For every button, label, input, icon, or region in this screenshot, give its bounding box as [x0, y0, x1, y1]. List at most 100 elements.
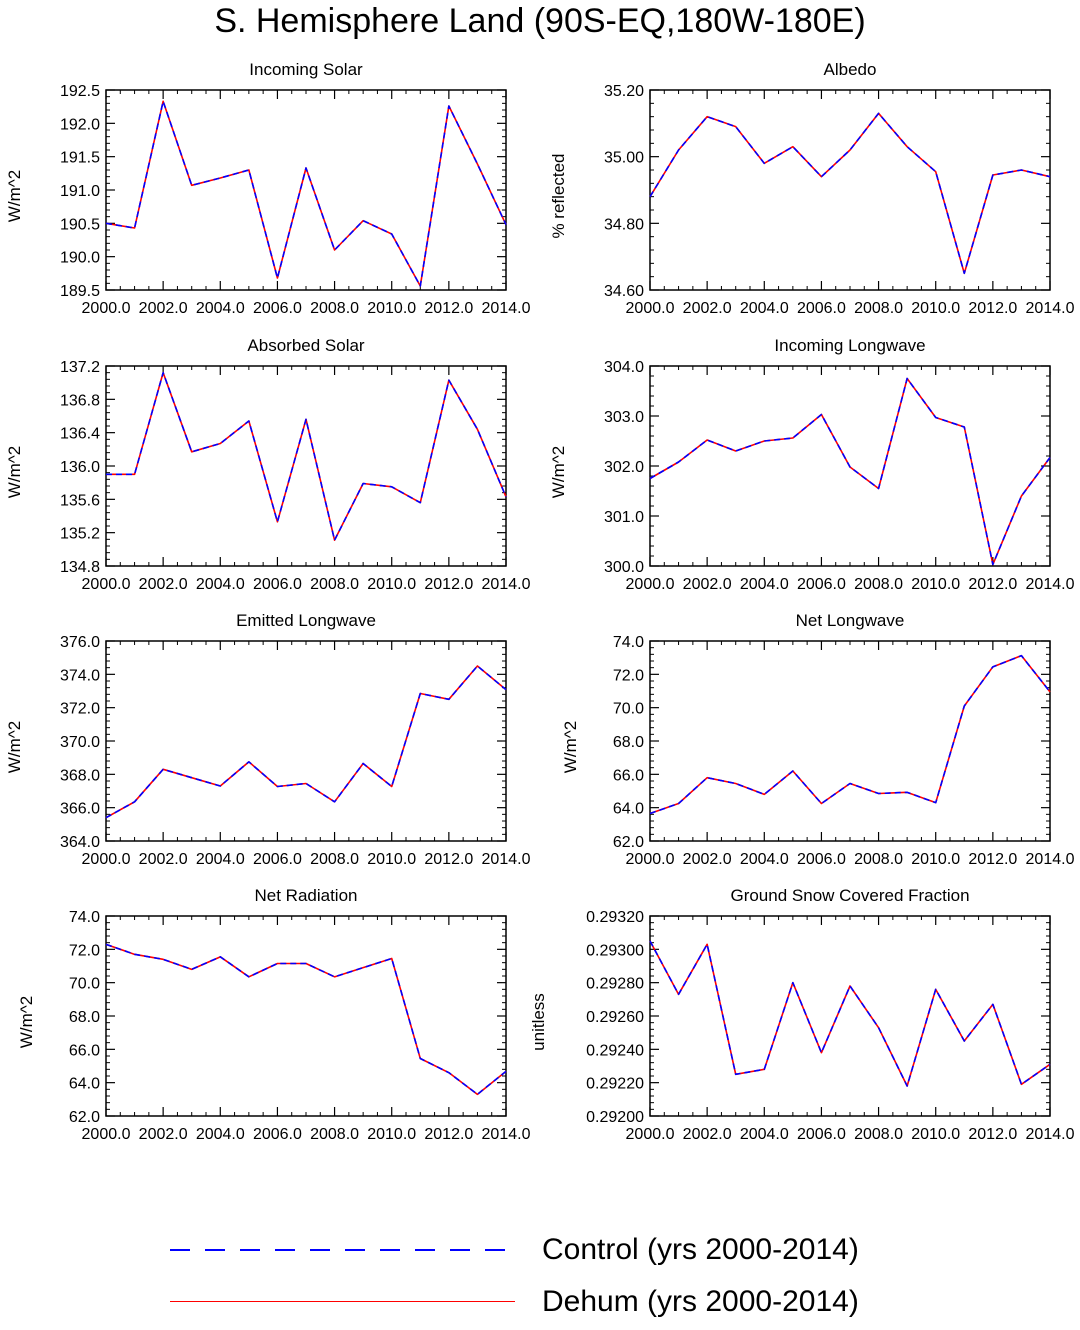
- series-line-control: [105, 665, 507, 819]
- legend-line-control: [170, 1249, 515, 1251]
- panel-net-longwave: 2000.0 2002.0 2004.0 2006.0 2008.0 2010.0 2012…: [561, 611, 1075, 868]
- x-tick-label: 2006.0: [253, 1126, 302, 1143]
- x-tick-label: 2000.0: [82, 1126, 131, 1143]
- y-tick-label: 364.0: [60, 834, 100, 851]
- y-tick-label: 0.29240: [586, 1042, 644, 1059]
- y-tick-label: 136.8: [60, 392, 100, 409]
- x-tick-label: 2014.0: [1026, 576, 1075, 593]
- y-tick-label: 136.4: [60, 426, 100, 443]
- legend-line-dehum: [170, 1301, 515, 1302]
- y-tick-label: 134.8: [60, 559, 100, 576]
- x-tick-label: 2008.0: [310, 300, 359, 317]
- panel-title: Net Radiation: [254, 886, 357, 905]
- series-line-control: [649, 112, 1051, 275]
- y-tick-label: 64.0: [69, 1076, 100, 1093]
- x-tick-label: 2010.0: [367, 576, 416, 593]
- y-tick-label: 70.0: [69, 976, 100, 993]
- series-line-dehum: [649, 654, 1051, 815]
- y-tick-label: 374.0: [60, 667, 100, 684]
- y-tick-label: 366.0: [60, 801, 100, 818]
- y-tick-label: 72.0: [613, 667, 644, 684]
- y-tick-label: 136.0: [60, 459, 100, 476]
- x-tick-label: 2012.0: [424, 576, 473, 593]
- x-tick-label: 2012.0: [424, 851, 473, 868]
- series-line-control: [106, 371, 507, 541]
- series-line-control: [105, 943, 507, 1096]
- y-tick-label: 0.29260: [586, 1009, 644, 1026]
- legend-item-control: Control (yrs 2000-2014): [0, 1225, 1080, 1275]
- panel-title: Incoming Solar: [249, 60, 363, 79]
- x-tick-label: 2006.0: [797, 300, 846, 317]
- y-tick-label: 74.0: [613, 634, 644, 651]
- y-tick-label: 72.0: [69, 942, 100, 959]
- plot-frame: [105, 640, 507, 842]
- x-tick-label: 2008.0: [854, 300, 903, 317]
- y-tick-label: 34.80: [604, 216, 644, 233]
- x-tick-label: 2014.0: [482, 1126, 531, 1143]
- x-tick-label: 2008.0: [854, 1126, 903, 1143]
- x-tick-label: 2012.0: [968, 851, 1017, 868]
- panel-ground-snow-covered-fraction: 2000.0 2002.0 2004.0 2006.0 2008.0 2010.0 2012…: [529, 886, 1075, 1143]
- x-tick-label: 2010.0: [367, 1126, 416, 1143]
- plot-frame: [649, 915, 1051, 1117]
- y-tick-label: 62.0: [69, 1109, 100, 1126]
- panel-incoming-solar: 2000.0 2002.0 2004.0 2006.0 2008.0 2010.0 2012…: [5, 60, 531, 317]
- plot-frame: [105, 915, 507, 1117]
- panel-albedo: 2000.0 2002.0 2004.0 2006.0 2008.0 2010.0 2012…: [549, 60, 1075, 317]
- y-tick-label: 372.0: [60, 701, 100, 718]
- y-axis-label: W/m^2: [5, 721, 24, 773]
- x-tick-label: 2014.0: [482, 300, 531, 317]
- x-tick-label: 2004.0: [740, 851, 789, 868]
- x-tick-label: 2000.0: [626, 300, 675, 317]
- x-tick-label: 2010.0: [367, 851, 416, 868]
- y-tick-label: 304.0: [604, 359, 644, 376]
- x-tick-label: 2008.0: [854, 851, 903, 868]
- x-tick-label: 2008.0: [854, 576, 903, 593]
- y-tick-label: 135.6: [60, 492, 100, 509]
- x-tick-label: 2012.0: [968, 300, 1017, 317]
- series-line-dehum: [649, 940, 1051, 1087]
- y-tick-label: 191.0: [60, 183, 100, 200]
- x-tick-label: 2010.0: [911, 300, 960, 317]
- x-tick-label: 2012.0: [968, 1126, 1017, 1143]
- y-tick-label: 68.0: [613, 734, 644, 751]
- y-axis-label: unitless: [529, 993, 548, 1051]
- panel-title: Absorbed Solar: [247, 336, 365, 355]
- panel-net-radiation: 2000.0 2002.0 2004.0 2006.0 2008.0 2010.0 2012…: [17, 886, 531, 1143]
- x-tick-label: 2000.0: [82, 851, 131, 868]
- x-tick-label: 2010.0: [911, 1126, 960, 1143]
- x-tick-label: 2002.0: [683, 576, 732, 593]
- legend-label-control: Control (yrs 2000-2014): [542, 1233, 859, 1266]
- y-tick-label: 66.0: [69, 1042, 100, 1059]
- x-tick-label: 2008.0: [310, 576, 359, 593]
- panel-title: Ground Snow Covered Fraction: [730, 886, 969, 905]
- x-tick-label: 2004.0: [740, 300, 789, 317]
- chart-figure: 2000.0 2002.0 2004.0 2006.0 2008.0 2010.0 2012…: [5, 60, 1075, 1143]
- x-tick-label: 2006.0: [253, 300, 302, 317]
- x-tick-label: 2002.0: [139, 1126, 188, 1143]
- x-tick-label: 2006.0: [797, 1126, 846, 1143]
- x-tick-label: 2012.0: [424, 300, 473, 317]
- x-tick-label: 2002.0: [139, 851, 188, 868]
- y-axis-label: W/m^2: [5, 170, 24, 222]
- series-line-dehum: [105, 100, 507, 287]
- y-tick-label: 376.0: [60, 634, 100, 651]
- x-tick-label: 2006.0: [253, 851, 302, 868]
- x-tick-label: 2010.0: [911, 851, 960, 868]
- series-line-control: [649, 940, 1051, 1087]
- legend-item-dehum: Dehum (yrs 2000-2014): [0, 1277, 1080, 1327]
- legend: Control (yrs 2000-2014) Dehum (yrs 2000-…: [0, 1215, 1080, 1330]
- y-tick-label: 189.5: [60, 283, 100, 300]
- x-tick-label: 2014.0: [1026, 300, 1075, 317]
- x-tick-label: 2010.0: [367, 300, 416, 317]
- y-tick-label: 62.0: [613, 834, 644, 851]
- x-tick-label: 2004.0: [740, 576, 789, 593]
- x-tick-label: 2000.0: [626, 851, 675, 868]
- y-tick-label: 137.2: [60, 359, 100, 376]
- x-tick-label: 2006.0: [797, 851, 846, 868]
- x-tick-label: 2002.0: [683, 300, 732, 317]
- x-tick-label: 2012.0: [968, 576, 1017, 593]
- x-tick-label: 2006.0: [253, 576, 302, 593]
- x-tick-label: 2002.0: [139, 576, 188, 593]
- y-axis-label: % reflected: [549, 153, 568, 238]
